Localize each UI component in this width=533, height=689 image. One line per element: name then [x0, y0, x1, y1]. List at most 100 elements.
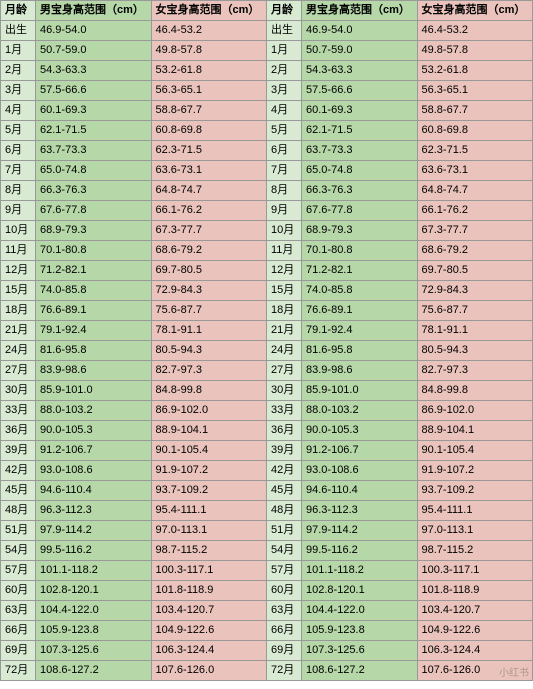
cell-age: 24月	[267, 341, 302, 361]
cell-age: 45月	[1, 481, 36, 501]
table-row: 42月93.0-108.691.9-107.242月93.0-108.691.9…	[1, 461, 533, 481]
cell-age: 66月	[1, 621, 36, 641]
cell-boy: 79.1-92.4	[302, 321, 418, 341]
cell-age: 51月	[267, 521, 302, 541]
cell-girl: 58.8-67.7	[151, 101, 267, 121]
table-row: 15月74.0-85.872.9-84.315月74.0-85.872.9-84…	[1, 281, 533, 301]
cell-boy: 65.0-74.8	[302, 161, 418, 181]
cell-age: 72月	[1, 661, 36, 681]
cell-age: 42月	[1, 461, 36, 481]
cell-boy: 85.9-101.0	[302, 381, 418, 401]
cell-age: 8月	[1, 181, 36, 201]
cell-age: 63月	[1, 601, 36, 621]
cell-boy: 101.1-118.2	[302, 561, 418, 581]
cell-age: 33月	[267, 401, 302, 421]
cell-girl: 69.7-80.5	[417, 261, 533, 281]
cell-girl: 56.3-65.1	[151, 81, 267, 101]
table-row: 6月63.7-73.362.3-71.56月63.7-73.362.3-71.5	[1, 141, 533, 161]
table-row: 3月57.5-66.656.3-65.13月57.5-66.656.3-65.1	[1, 81, 533, 101]
cell-age: 7月	[1, 161, 36, 181]
cell-boy: 108.6-127.2	[36, 661, 152, 681]
cell-age: 12月	[1, 261, 36, 281]
col-age-right: 月龄	[267, 1, 302, 21]
cell-boy: 99.5-116.2	[36, 541, 152, 561]
cell-age: 27月	[1, 361, 36, 381]
cell-age: 54月	[267, 541, 302, 561]
cell-girl: 53.2-61.8	[151, 61, 267, 81]
cell-boy: 102.8-120.1	[302, 581, 418, 601]
cell-age: 48月	[1, 501, 36, 521]
cell-girl: 93.7-109.2	[151, 481, 267, 501]
cell-age: 60月	[267, 581, 302, 601]
cell-age: 45月	[267, 481, 302, 501]
table-row: 66月105.9-123.8104.9-122.666月105.9-123.81…	[1, 621, 533, 641]
table-row: 63月104.4-122.0103.4-120.763月104.4-122.01…	[1, 601, 533, 621]
cell-girl: 103.4-120.7	[417, 601, 533, 621]
cell-girl: 64.8-74.7	[417, 181, 533, 201]
cell-boy: 46.9-54.0	[302, 21, 418, 41]
cell-girl: 63.6-73.1	[151, 161, 267, 181]
cell-age: 42月	[267, 461, 302, 481]
col-boy-left: 男宝身高范围（cm）	[36, 1, 152, 21]
cell-age: 1月	[267, 41, 302, 61]
cell-girl: 67.3-77.7	[151, 221, 267, 241]
cell-girl: 82.7-97.3	[151, 361, 267, 381]
col-boy-right: 男宝身高范围（cm）	[302, 1, 418, 21]
table-row: 5月62.1-71.560.8-69.85月62.1-71.560.8-69.8	[1, 121, 533, 141]
table-row: 8月66.3-76.364.8-74.78月66.3-76.364.8-74.7	[1, 181, 533, 201]
cell-boy: 62.1-71.5	[302, 121, 418, 141]
cell-girl: 106.3-124.4	[151, 641, 267, 661]
cell-boy: 101.1-118.2	[36, 561, 152, 581]
cell-boy: 90.0-105.3	[302, 421, 418, 441]
cell-girl: 104.9-122.6	[417, 621, 533, 641]
table-body: 出生46.9-54.046.4-53.2出生46.9-54.046.4-53.2…	[1, 21, 533, 681]
cell-girl: 97.0-113.1	[151, 521, 267, 541]
table-row: 4月60.1-69.358.8-67.74月60.1-69.358.8-67.7	[1, 101, 533, 121]
cell-age: 60月	[1, 581, 36, 601]
cell-boy: 83.9-98.6	[302, 361, 418, 381]
cell-age: 69月	[1, 641, 36, 661]
cell-boy: 54.3-63.3	[36, 61, 152, 81]
table-row: 48月96.3-112.395.4-111.148月96.3-112.395.4…	[1, 501, 533, 521]
cell-boy: 57.5-66.6	[36, 81, 152, 101]
cell-age: 9月	[1, 201, 36, 221]
cell-age: 18月	[1, 301, 36, 321]
cell-boy: 76.6-89.1	[36, 301, 152, 321]
cell-girl: 49.8-57.8	[417, 41, 533, 61]
cell-boy: 71.2-82.1	[36, 261, 152, 281]
cell-boy: 57.5-66.6	[302, 81, 418, 101]
table-row: 51月97.9-114.297.0-113.151月97.9-114.297.0…	[1, 521, 533, 541]
cell-age: 27月	[267, 361, 302, 381]
cell-girl: 75.6-87.7	[417, 301, 533, 321]
cell-boy: 94.6-110.4	[302, 481, 418, 501]
cell-age: 2月	[1, 61, 36, 81]
cell-girl: 84.8-99.8	[151, 381, 267, 401]
cell-boy: 102.8-120.1	[36, 581, 152, 601]
cell-age: 5月	[1, 121, 36, 141]
cell-girl: 46.4-53.2	[417, 21, 533, 41]
table-row: 出生46.9-54.046.4-53.2出生46.9-54.046.4-53.2	[1, 21, 533, 41]
table-row: 11月70.1-80.868.6-79.211月70.1-80.868.6-79…	[1, 241, 533, 261]
cell-boy: 104.4-122.0	[302, 601, 418, 621]
cell-girl: 72.9-84.3	[151, 281, 267, 301]
cell-boy: 74.0-85.8	[302, 281, 418, 301]
cell-boy: 62.1-71.5	[36, 121, 152, 141]
cell-girl: 82.7-97.3	[417, 361, 533, 381]
cell-age: 5月	[267, 121, 302, 141]
col-girl-right: 女宝身高范围（cm）	[417, 1, 533, 21]
table-row: 27月83.9-98.682.7-97.327月83.9-98.682.7-97…	[1, 361, 533, 381]
cell-girl: 80.5-94.3	[417, 341, 533, 361]
cell-age: 15月	[267, 281, 302, 301]
cell-girl: 78.1-91.1	[151, 321, 267, 341]
cell-age: 7月	[267, 161, 302, 181]
table-row: 7月65.0-74.863.6-73.17月65.0-74.863.6-73.1	[1, 161, 533, 181]
cell-age: 4月	[267, 101, 302, 121]
cell-age: 21月	[267, 321, 302, 341]
cell-girl: 69.7-80.5	[151, 261, 267, 281]
cell-age: 36月	[267, 421, 302, 441]
cell-age: 出生	[267, 21, 302, 41]
cell-boy: 107.3-125.6	[36, 641, 152, 661]
cell-boy: 79.1-92.4	[36, 321, 152, 341]
cell-age: 21月	[1, 321, 36, 341]
table-row: 9月67.6-77.866.1-76.29月67.6-77.866.1-76.2	[1, 201, 533, 221]
